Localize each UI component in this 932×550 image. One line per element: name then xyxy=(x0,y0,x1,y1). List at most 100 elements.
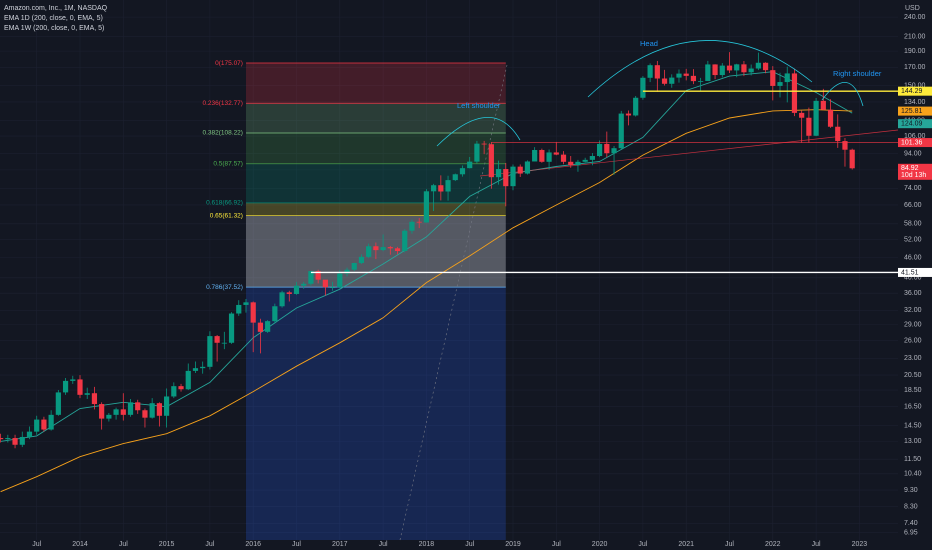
candle-body xyxy=(373,246,379,251)
chart-title: Amazon.com, Inc., 1M, NASDAQ xyxy=(4,5,108,12)
candle-body xyxy=(806,117,812,136)
price-label-box xyxy=(898,119,932,129)
candle-body xyxy=(849,149,855,169)
candle-body xyxy=(589,156,595,160)
x-tick-label: Jul xyxy=(379,541,388,548)
candle-body xyxy=(120,409,126,415)
candle-body xyxy=(358,256,365,263)
candle-body xyxy=(452,174,458,181)
legend-entry: EMA 1D (200, close, 0, EMA, 5) xyxy=(4,15,103,22)
candle-body xyxy=(250,302,256,323)
price-label: 125.81 xyxy=(901,108,923,115)
candle-body xyxy=(106,414,112,419)
candle-body xyxy=(12,438,18,445)
candle-body xyxy=(322,279,328,288)
candle-body xyxy=(467,161,473,169)
candle-body xyxy=(676,73,682,78)
candle-body xyxy=(524,161,531,174)
candle-body xyxy=(532,150,538,162)
candle-body xyxy=(597,143,603,157)
fib-band xyxy=(245,287,506,540)
candle-body xyxy=(48,414,54,430)
y-tick-label: 29.00 xyxy=(904,321,922,328)
candle-body xyxy=(842,141,848,150)
candle-body xyxy=(366,246,372,257)
x-tick-label: Jul xyxy=(638,541,647,548)
x-tick-label: 2020 xyxy=(592,541,608,548)
x-tick-label: Jul xyxy=(725,541,734,548)
candle-body xyxy=(654,65,660,79)
candle-body xyxy=(820,100,826,110)
candle-body xyxy=(741,64,747,73)
fib-band xyxy=(245,202,506,216)
price-label: 84.92 xyxy=(901,165,919,172)
candle-body xyxy=(185,370,191,390)
y-tick-label: 40.00 xyxy=(904,275,922,282)
y-tick-label: 13.00 xyxy=(904,438,922,445)
candle-body xyxy=(568,161,574,166)
candle-body xyxy=(734,64,740,71)
candle-body xyxy=(459,168,466,175)
fib-label: 0(175.07) xyxy=(215,60,243,67)
candle-body xyxy=(791,73,798,113)
price-label-box xyxy=(898,267,932,277)
candle-body xyxy=(618,113,624,149)
candle-body xyxy=(142,410,148,418)
y-tick-label: 134.00 xyxy=(904,99,926,106)
fib-label: 0.786(37.52) xyxy=(206,284,243,291)
price-label-box xyxy=(898,86,932,96)
candle-body xyxy=(329,287,336,289)
y-tick-label: 8.30 xyxy=(904,503,918,510)
candle-body xyxy=(719,65,725,76)
candle-body xyxy=(777,82,783,86)
candle-body xyxy=(445,180,451,192)
price-label-box xyxy=(898,163,932,180)
head-arc xyxy=(587,40,813,98)
y-tick-label: 9.30 xyxy=(904,487,918,494)
candle-body xyxy=(625,113,632,116)
candle-body xyxy=(539,150,545,162)
candle-body xyxy=(301,283,307,286)
x-tick-label: Jul xyxy=(119,541,128,548)
candle-body xyxy=(799,112,805,118)
y-tick-label: 26.00 xyxy=(904,337,922,344)
candle-body xyxy=(705,64,711,82)
candle-body xyxy=(640,77,646,98)
candle-body xyxy=(272,306,278,322)
candle-body xyxy=(510,166,516,187)
y-tick-label: 10.40 xyxy=(904,471,922,478)
x-tick-label: 2017 xyxy=(332,541,348,548)
fib-label: 0.382(108.22) xyxy=(202,130,242,137)
x-tick-label: Jul xyxy=(292,541,301,548)
y-tick-label: 23.00 xyxy=(904,355,922,362)
candle-body xyxy=(156,403,162,416)
y-tick-label: 14.50 xyxy=(904,422,922,429)
candle-body xyxy=(192,368,199,371)
ema-line xyxy=(0,109,853,493)
candle-body xyxy=(19,436,25,445)
candle-body xyxy=(647,65,653,78)
fib-label: 0.5(87.57) xyxy=(213,161,243,168)
fib-label: 0.65(61.32) xyxy=(210,212,243,219)
candle-body xyxy=(481,143,487,145)
candle-body xyxy=(337,273,343,288)
y-tick-label: 240.00 xyxy=(904,14,926,21)
candle-body xyxy=(127,402,134,415)
x-tick-label: Jul xyxy=(812,541,821,548)
x-tick-label: 2019 xyxy=(505,541,521,548)
y-tick-label: 52.00 xyxy=(904,237,922,244)
legend-entry: EMA 1W (200, close, 0, EMA, 5) xyxy=(4,25,104,32)
candle-body xyxy=(762,62,769,71)
y-tick-label: 94.00 xyxy=(904,150,922,157)
candle-body xyxy=(387,247,393,249)
x-tick-label: Jul xyxy=(465,541,474,548)
candle-body xyxy=(171,386,177,397)
y-tick-label: 18.50 xyxy=(904,387,922,394)
candle-body xyxy=(698,81,704,82)
y-tick-label: 190.00 xyxy=(904,48,926,55)
candle-body xyxy=(755,62,761,69)
candle-body xyxy=(409,221,415,231)
countdown: 10d 13h xyxy=(901,172,926,179)
candle-body xyxy=(351,262,357,270)
